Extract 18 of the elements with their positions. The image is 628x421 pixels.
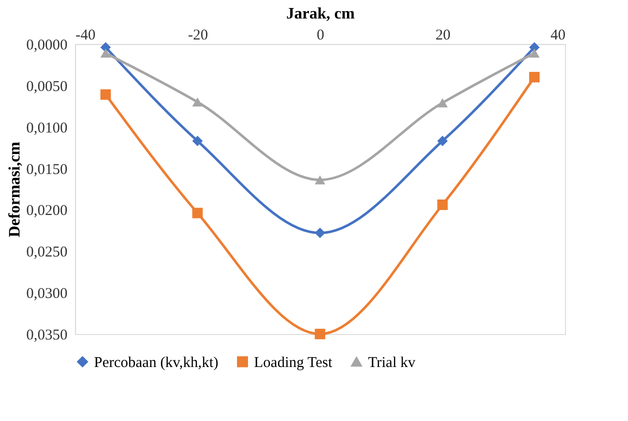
- y-tick-label: 0,0200: [26, 203, 68, 220]
- y-tick-label: 0,0300: [26, 286, 68, 302]
- x-tick-label: 20: [436, 28, 450, 44]
- legend-label: Trial kv: [368, 354, 416, 371]
- x-tick-label: -40: [76, 28, 96, 44]
- y-tick-label: 0,0350: [26, 328, 68, 344]
- legend-label: Loading Test: [254, 354, 334, 371]
- y-axis-title: Deformasi,cm: [6, 141, 24, 238]
- y-tick-label: 0,0050: [26, 78, 68, 95]
- x-tick-label: 0: [316, 28, 324, 44]
- x-tick-label: 40: [550, 28, 566, 44]
- y-tick-label: 0,0250: [26, 244, 68, 261]
- y-tick-label: 0,0150: [26, 162, 68, 178]
- y-tick-label: 0,0000: [26, 38, 68, 54]
- x-axis-title: Jarak, cm: [286, 6, 356, 22]
- y-tick-label: 0,0100: [26, 120, 68, 136]
- legend-label: Percobaan (kv,kh,kt): [94, 354, 218, 371]
- x-tick-label: -20: [188, 28, 208, 44]
